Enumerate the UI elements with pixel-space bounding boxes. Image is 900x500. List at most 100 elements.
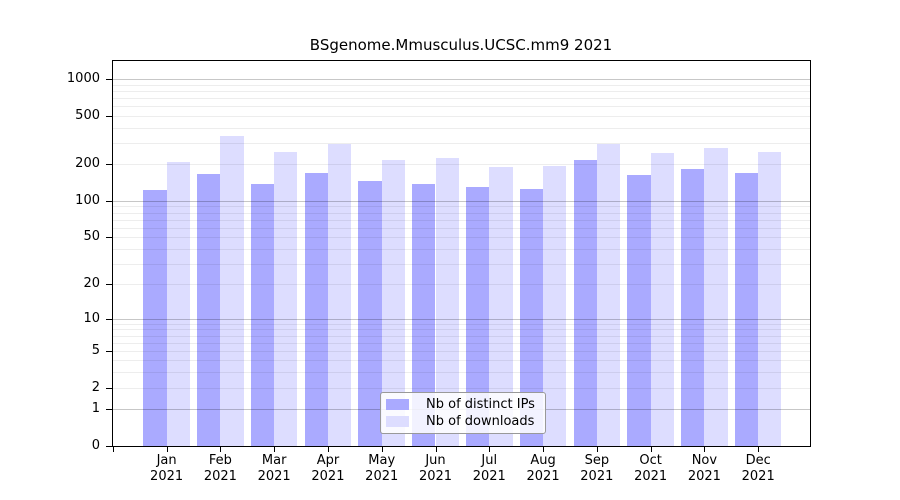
x-tick-sep <box>596 446 598 452</box>
legend-label-downloads: Nb of downloads <box>426 414 535 429</box>
gridline-minor-80 <box>113 212 810 214</box>
y-tick-label-500: 500 <box>75 107 100 123</box>
chart-title: BSgenome.Mmusculus.UCSC.mm9 2021 <box>309 36 613 54</box>
gridline-minor-90 <box>113 206 810 208</box>
x-tick-mar <box>274 446 276 452</box>
gridline-minor-4 <box>113 360 810 362</box>
y-tick-1000 <box>106 78 113 80</box>
x-tick-nov <box>704 446 706 452</box>
x-tick-label-mar: Mar 2021 <box>246 453 302 485</box>
y-tick-20 <box>106 284 113 286</box>
plot-area <box>112 60 811 447</box>
bar-distinct-ips-feb <box>197 173 221 446</box>
x-tick-label-sep: Sep 2021 <box>569 453 625 485</box>
legend-item-distinct-ips: Nb of distinct IPs <box>386 397 540 412</box>
x-tick-oct <box>650 446 652 452</box>
y-tick-10 <box>106 318 113 320</box>
bar-distinct-ips-sep <box>573 160 597 446</box>
x-tick-label-year: 2021 <box>365 469 399 484</box>
bar-downloads-aug <box>543 166 567 446</box>
legend-item-downloads: Nb of downloads <box>386 414 540 429</box>
x-tick-label-jul: Jul 2021 <box>461 453 517 485</box>
gridline-minor-3 <box>113 372 810 374</box>
x-tick-jul <box>489 446 491 452</box>
gridline-minor-20 <box>113 284 810 286</box>
x-tick-label-month: Nov <box>691 453 718 468</box>
y-tick-2 <box>106 387 113 389</box>
x-tick-feb <box>220 446 222 452</box>
x-tick-label-year: 2021 <box>203 469 237 484</box>
bar-distinct-ips-may <box>358 180 382 446</box>
bar-downloads-may <box>381 160 406 446</box>
x-tick-label-year: 2021 <box>150 469 184 484</box>
legend: Nb of distinct IPs Nb of downloads <box>380 392 546 434</box>
gridline-minor-8 <box>113 329 810 331</box>
x-tick-label-month: Mar <box>261 453 287 468</box>
bar-downloads-feb <box>220 136 244 446</box>
x-tick-label-month: Jul <box>481 453 498 468</box>
x-tick-label-nov: Nov 2021 <box>676 453 732 485</box>
y-tick-50 <box>106 237 113 239</box>
bar-downloads-oct <box>650 153 674 446</box>
x-tick-label-year: 2021 <box>526 469 560 484</box>
y-tick-label-0: 0 <box>91 438 100 453</box>
gridline-minor-200 <box>113 164 810 166</box>
y-tick-label-10: 10 <box>83 310 100 326</box>
gridline-minor-5 <box>113 350 810 352</box>
y-tick-0 <box>106 446 113 447</box>
y-tick-100 <box>106 200 113 202</box>
y-tick-label-1000: 1000 <box>66 70 100 86</box>
legend-swatch-distinct-ips <box>386 399 409 410</box>
gridline-minor-70 <box>113 219 810 221</box>
bar-distinct-ips-aug <box>519 188 544 446</box>
bar-distinct-ips-jul <box>465 186 490 446</box>
x-tick-label-apr: Apr 2021 <box>300 453 356 485</box>
x-tick-label-month: May <box>368 453 396 468</box>
bar-distinct-ips-dec <box>734 172 759 446</box>
x-tick-label-month: Sep <box>584 453 610 468</box>
bar-distinct-ips-oct <box>627 175 651 446</box>
y-tick-label-100: 100 <box>75 192 100 208</box>
gridline-minor-40 <box>113 248 810 250</box>
x-tick-label-year: 2021 <box>311 469 345 484</box>
gridline-minor-400 <box>113 127 810 129</box>
legend-label-distinct-ips: Nb of distinct IPs <box>426 397 535 412</box>
x-tick-jan <box>166 446 168 452</box>
x-tick-label-year: 2021 <box>634 469 668 484</box>
bar-downloads-jul <box>489 167 513 446</box>
bar-downloads-mar <box>274 151 298 446</box>
x-tick-label-jan: Jan 2021 <box>139 453 195 485</box>
y-tick-label-20: 20 <box>83 276 100 292</box>
bar-downloads-jun <box>435 158 459 446</box>
gridline-minor-600 <box>113 106 810 108</box>
gridline-minor-60 <box>113 227 810 229</box>
bar-downloads-nov <box>704 148 728 446</box>
x-tick-label-month: Dec <box>745 453 771 468</box>
y-tick-5 <box>106 350 113 352</box>
x-tick-label-year: 2021 <box>580 469 614 484</box>
bar-downloads-dec <box>758 152 782 446</box>
y-tick-500 <box>106 115 113 117</box>
x-tick-label-month: Feb <box>208 453 232 468</box>
x-axis-origin-tick <box>113 446 114 452</box>
gridline-major-1000 <box>113 78 810 80</box>
gridline-major-10 <box>113 318 810 320</box>
y-tick-label-50: 50 <box>83 229 100 245</box>
gridline-minor-50 <box>113 237 810 239</box>
y-tick-200 <box>106 164 113 166</box>
x-tick-label-month: Apr <box>316 453 340 468</box>
x-tick-label-month: Aug <box>530 453 556 468</box>
y-tick-label-1: 1 <box>91 401 100 417</box>
bar-distinct-ips-nov <box>681 169 705 446</box>
y-tick-label-200: 200 <box>75 156 100 172</box>
x-tick-label-oct: Oct 2021 <box>623 453 679 485</box>
gridline-minor-700 <box>113 97 810 99</box>
x-tick-aug <box>543 446 545 452</box>
legend-swatch-downloads <box>386 416 409 427</box>
bar-distinct-ips-jan <box>143 190 167 446</box>
x-tick-dec <box>758 446 760 452</box>
bar-downloads-jan <box>166 161 190 446</box>
bar-downloads-apr <box>327 144 352 446</box>
gridline-minor-7 <box>113 335 810 337</box>
